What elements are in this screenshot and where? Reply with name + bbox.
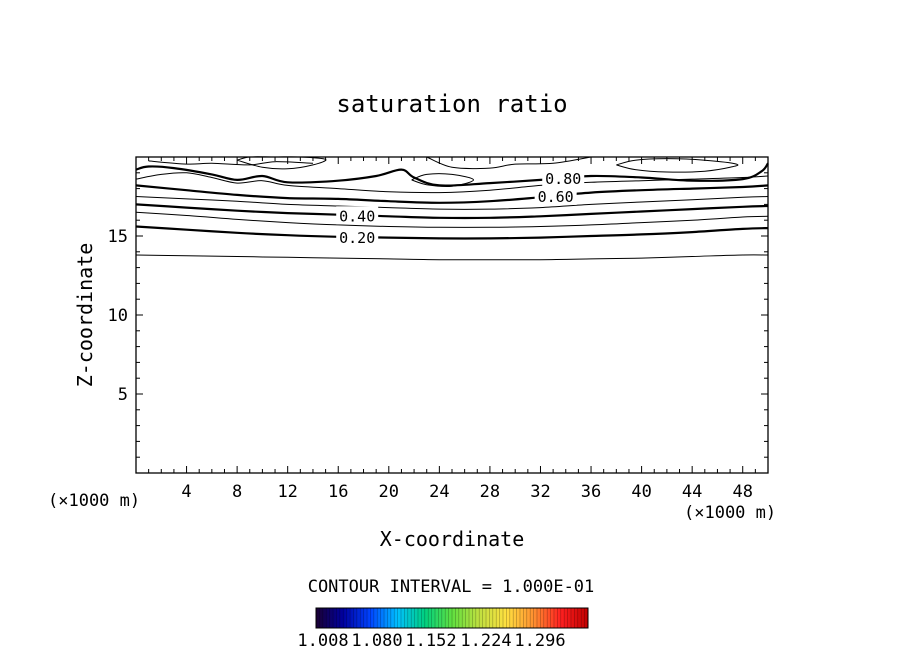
x-unit-left: (×1000 m) xyxy=(48,491,140,511)
x-tick-label: 24 xyxy=(429,482,449,502)
contour-line xyxy=(135,211,769,228)
contour-interval-note: CONTOUR INTERVAL = 1.000E-01 xyxy=(308,577,595,597)
colorbar-tick-label: 1.008 xyxy=(297,631,348,651)
contour-label: 0.40 xyxy=(339,207,375,225)
contour-label-bg xyxy=(336,228,379,247)
contour-line xyxy=(135,172,769,194)
x-tick-label: 32 xyxy=(530,482,550,502)
x-axis-label: X-coordinate xyxy=(380,527,525,551)
x-tick-label: 48 xyxy=(732,482,752,502)
contour-line xyxy=(411,173,474,187)
plot-frame xyxy=(135,156,769,474)
x-tick-label: 40 xyxy=(631,482,651,502)
colorbar-bands xyxy=(319,608,585,628)
colorbar-tick-label: 1.296 xyxy=(514,631,565,651)
contour-lines xyxy=(135,156,769,261)
contour-line xyxy=(135,184,769,204)
x-tick-label: 4 xyxy=(181,482,191,502)
x-tick-label: 16 xyxy=(328,482,348,502)
y-tick-label: 10 xyxy=(108,306,128,326)
contour-line xyxy=(135,203,769,220)
contour-label-bg xyxy=(336,206,379,225)
contour-line xyxy=(616,158,739,173)
contour-label: 0.80 xyxy=(545,170,581,188)
contour-label-bg xyxy=(542,169,585,188)
contour-line xyxy=(135,225,769,240)
colorbar-tick-labels: 1.008 1.080 1.152 1.224 1.296 xyxy=(297,631,565,651)
colorbar-strip xyxy=(315,607,589,629)
colorbar-tick-label: 1.080 xyxy=(351,631,402,651)
x-unit-right: (×1000 m) xyxy=(684,503,776,523)
contour-line xyxy=(148,160,314,166)
y-tick-label: 5 xyxy=(118,385,128,405)
chart-title: saturation ratio xyxy=(336,90,567,118)
contour-label: 0.60 xyxy=(538,188,574,206)
contour-line xyxy=(135,254,769,261)
colorbar: 1.008 1.080 1.152 1.224 1.296 xyxy=(297,607,589,651)
y-tick-label: 15 xyxy=(108,227,128,247)
contour-line xyxy=(135,196,769,210)
contour-line xyxy=(426,156,592,170)
colorbar-tick-label: 1.152 xyxy=(405,631,456,651)
contour-label: 0.20 xyxy=(339,229,375,247)
x-tick-label: 20 xyxy=(379,482,399,502)
colorbar-tick-label: 1.224 xyxy=(460,631,511,651)
x-tick-label: 28 xyxy=(480,482,500,502)
x-tick-label: 12 xyxy=(277,482,297,502)
contour-labels: 0.20 0.40 0.600.80 xyxy=(336,169,585,247)
x-tick-label: 36 xyxy=(581,482,601,502)
x-tick-label: 8 xyxy=(232,482,242,502)
y-axis-label: Z-coordinate xyxy=(73,243,97,388)
contour-label-bg xyxy=(534,186,577,205)
contour-line xyxy=(135,162,769,187)
x-tick-label: 44 xyxy=(682,482,702,502)
